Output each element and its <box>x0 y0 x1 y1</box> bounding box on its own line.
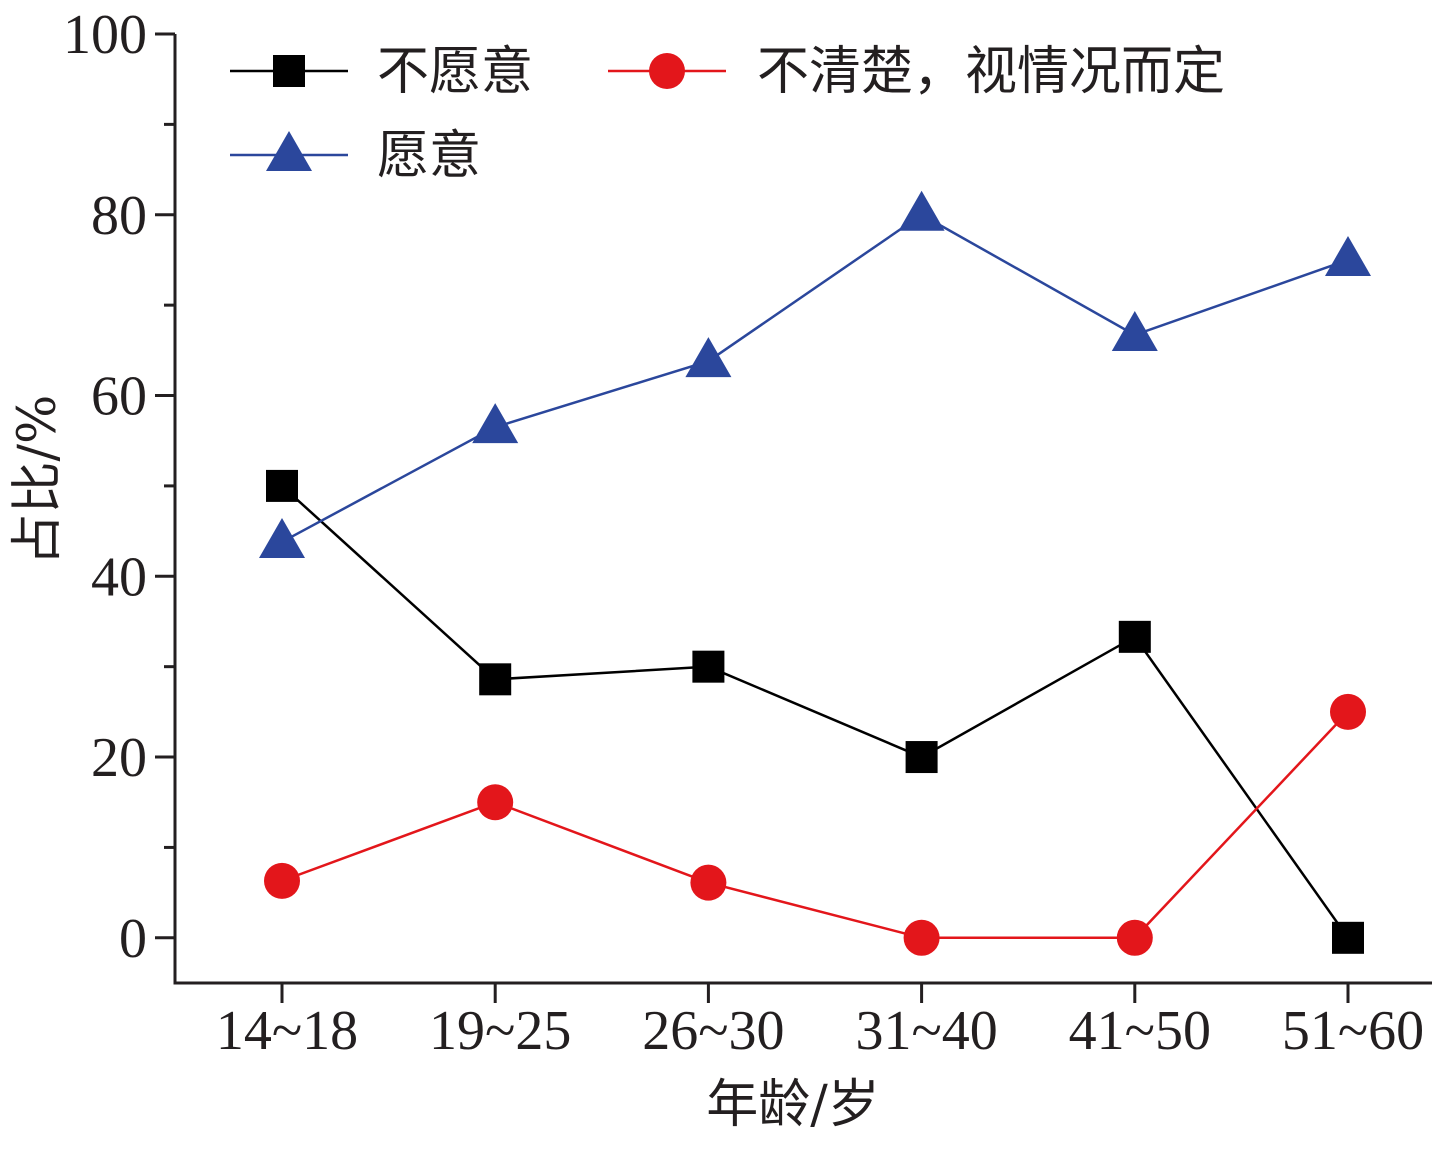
series-2 <box>264 693 1366 956</box>
data-point <box>472 403 519 444</box>
y-tick-label: 40 <box>91 546 147 608</box>
y-tick-label: 80 <box>91 185 147 247</box>
y-tick-label: 100 <box>63 4 147 66</box>
axes-layer: 0 20 40 60 80 100 14~18 19~25 26~30 31~40 41~50 51~… <box>63 4 1432 1062</box>
series-1 <box>266 469 1364 954</box>
data-point <box>1118 620 1151 653</box>
data-point <box>903 919 940 956</box>
data-point <box>1330 693 1366 730</box>
x-tick-label: 19~25 <box>429 1000 571 1062</box>
y-tick-label: 60 <box>91 366 147 428</box>
data-point <box>1116 919 1153 956</box>
x-tick-label: 41~50 <box>1069 1000 1211 1062</box>
x-tick-label: 51~60 <box>1282 1000 1424 1062</box>
legend-marker <box>649 53 685 89</box>
data-point <box>905 741 938 774</box>
series-line <box>281 484 1350 939</box>
x-tick-label: 31~40 <box>855 1000 997 1062</box>
x-axis-title: 年龄/岁 <box>706 1075 880 1135</box>
series-line <box>281 710 1349 940</box>
legend-label: 不清楚，视情况而定 <box>757 42 1225 102</box>
data-point <box>477 784 514 821</box>
y-axis-title: 占比/% <box>8 395 68 566</box>
data-point <box>685 337 732 378</box>
legend-item: 愿意 <box>230 126 481 186</box>
data-point <box>1325 235 1371 276</box>
y-tick-label: 0 <box>119 908 147 970</box>
series-layer <box>259 190 1371 956</box>
data-point <box>1332 921 1364 954</box>
series-3 <box>259 190 1371 558</box>
legend-item: 不愿意 <box>230 42 533 102</box>
data-point <box>479 663 512 696</box>
legend-item: 不清楚，视情况而定 <box>608 42 1225 102</box>
y-tick-label: 20 <box>91 727 147 789</box>
data-point <box>690 864 727 901</box>
data-point <box>692 650 725 683</box>
x-tick-label: 26~30 <box>642 1000 784 1062</box>
x-tick-label: 14~18 <box>216 1000 358 1062</box>
data-point <box>898 190 945 231</box>
series-line <box>281 213 1349 544</box>
data-point <box>264 862 300 899</box>
legend-label: 不愿意 <box>377 42 533 102</box>
data-point <box>259 517 305 558</box>
legend-label: 愿意 <box>377 126 481 186</box>
legend-marker <box>266 131 312 171</box>
data-point <box>266 469 298 502</box>
data-point <box>1111 310 1158 351</box>
legend-marker <box>273 55 305 87</box>
